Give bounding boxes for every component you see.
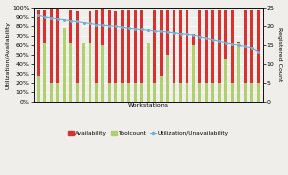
Bar	[134, 10, 137, 102]
Bar	[231, 10, 234, 102]
Bar	[237, 42, 240, 102]
Bar	[88, 11, 92, 102]
Bar	[224, 10, 227, 102]
Bar	[37, 10, 40, 102]
Bar	[43, 10, 46, 102]
Bar	[224, 59, 227, 102]
Bar	[160, 76, 162, 102]
Bar	[185, 10, 188, 102]
Bar	[134, 83, 137, 102]
Bar	[198, 83, 201, 102]
Bar	[192, 45, 195, 102]
Bar	[250, 83, 253, 102]
Bar	[63, 45, 66, 102]
Legend: Availability, Toolcount, Utilization/Unavailability: Availability, Toolcount, Utilization/Una…	[65, 129, 231, 138]
Bar	[121, 10, 124, 102]
X-axis label: Workstations: Workstations	[128, 103, 169, 108]
Bar	[43, 43, 46, 102]
Bar	[218, 83, 221, 102]
Bar	[218, 10, 221, 102]
Bar	[114, 83, 117, 102]
Bar	[257, 83, 259, 102]
Bar	[69, 43, 72, 102]
Bar	[205, 10, 208, 102]
Bar	[114, 11, 117, 102]
Bar	[82, 43, 85, 102]
Bar	[95, 83, 98, 102]
Bar	[153, 83, 156, 102]
Bar	[101, 9, 104, 102]
Bar	[37, 76, 40, 102]
Bar	[160, 10, 162, 102]
Bar	[179, 83, 182, 102]
Bar	[198, 10, 201, 102]
Bar	[179, 10, 182, 102]
Bar	[166, 55, 169, 102]
Bar	[237, 43, 240, 102]
Bar	[147, 55, 150, 102]
Bar	[108, 10, 111, 102]
Y-axis label: Utilization/Availability: Utilization/Availability	[5, 21, 11, 89]
Bar	[244, 83, 247, 102]
Bar	[192, 34, 195, 102]
Bar	[127, 10, 130, 102]
Bar	[153, 10, 156, 102]
Bar	[211, 10, 214, 102]
Bar	[56, 9, 59, 102]
Bar	[244, 10, 247, 102]
Bar	[173, 10, 175, 102]
Bar	[205, 83, 208, 102]
Bar	[140, 10, 143, 102]
Bar	[69, 10, 72, 102]
Y-axis label: Registered Count: Registered Count	[277, 27, 283, 82]
Bar	[127, 83, 130, 102]
Bar	[50, 9, 53, 102]
Bar	[88, 43, 92, 102]
Bar	[82, 49, 85, 102]
Bar	[50, 83, 53, 102]
Bar	[166, 10, 169, 102]
Bar	[121, 83, 124, 102]
Bar	[140, 83, 143, 102]
Bar	[95, 10, 98, 102]
Bar	[185, 83, 188, 102]
Bar	[147, 43, 150, 102]
Bar	[250, 10, 253, 102]
Bar	[76, 11, 79, 102]
Bar	[173, 83, 175, 102]
Bar	[211, 83, 214, 102]
Bar	[101, 45, 104, 102]
Bar	[56, 83, 59, 102]
Bar	[63, 28, 66, 102]
Bar	[76, 83, 79, 102]
Bar	[231, 83, 234, 102]
Bar	[257, 10, 259, 102]
Bar	[108, 83, 111, 102]
